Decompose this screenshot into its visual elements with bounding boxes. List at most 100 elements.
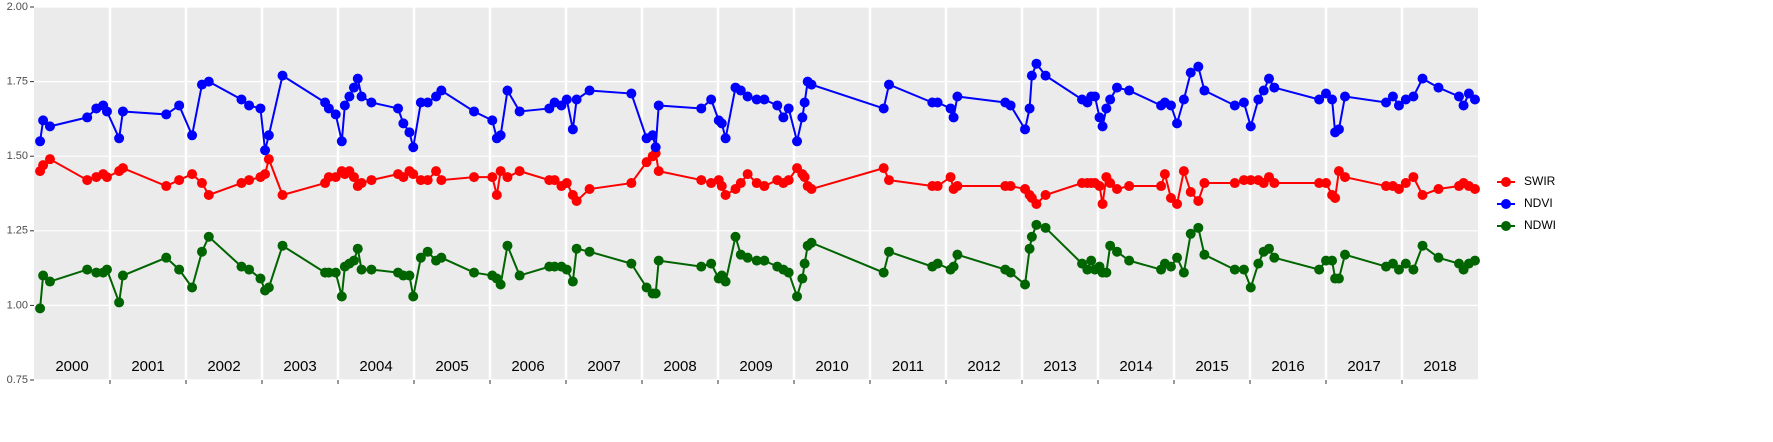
point (348, 172, 359, 183)
point (244, 100, 255, 111)
point (759, 181, 770, 192)
point (571, 195, 582, 206)
point (1417, 240, 1428, 251)
point (82, 264, 93, 275)
point (884, 79, 894, 90)
legend-label: NDVI (1524, 196, 1553, 210)
point (799, 172, 810, 183)
y-tick-label: 1.00 (7, 299, 28, 311)
point (38, 115, 49, 126)
point (1269, 178, 1280, 189)
point (196, 178, 207, 189)
point (1024, 243, 1035, 254)
point (952, 249, 963, 260)
point (491, 189, 502, 200)
point (408, 142, 419, 153)
point (806, 79, 817, 90)
year-label: 2009 (739, 358, 772, 375)
point (356, 264, 367, 275)
point (1199, 178, 1210, 189)
point (408, 291, 419, 302)
point (469, 106, 480, 117)
year-label: 2000 (55, 358, 88, 375)
point (792, 291, 803, 302)
y-tick-label: 1.25 (7, 225, 28, 237)
point (1005, 181, 1016, 192)
point (1253, 94, 1264, 105)
point (1469, 184, 1480, 195)
point (1185, 67, 1196, 78)
point (263, 130, 274, 141)
point (706, 94, 717, 105)
point (469, 172, 480, 183)
point (742, 169, 753, 180)
point (1387, 91, 1398, 102)
y-tick-label: 1.50 (7, 150, 28, 162)
point (1330, 192, 1341, 203)
point (626, 178, 637, 189)
point (514, 106, 525, 117)
point (720, 189, 731, 200)
point (735, 178, 746, 189)
point (236, 94, 247, 105)
point (187, 282, 198, 293)
point (1433, 82, 1444, 93)
y-tick-label: 2.00 (7, 1, 28, 13)
point (1199, 85, 1210, 96)
point (1031, 198, 1042, 209)
point (260, 145, 271, 156)
point (1031, 58, 1042, 69)
point (696, 103, 707, 114)
point (1124, 181, 1135, 192)
point (742, 252, 753, 263)
point (323, 103, 334, 114)
point (735, 85, 746, 96)
point (1040, 70, 1051, 81)
point (44, 154, 55, 165)
point (35, 136, 46, 147)
point (759, 94, 770, 105)
point (1105, 240, 1116, 251)
point (1020, 124, 1031, 135)
point (1112, 246, 1122, 257)
point (806, 237, 817, 248)
point (1393, 100, 1404, 111)
point (561, 94, 572, 105)
point (436, 85, 447, 96)
point (44, 276, 55, 287)
point (203, 189, 214, 200)
point (330, 267, 341, 278)
point (1408, 91, 1419, 102)
point (174, 264, 185, 275)
point (584, 184, 595, 195)
point (1400, 258, 1411, 269)
point (792, 136, 803, 147)
point (495, 279, 506, 290)
point (1245, 121, 1256, 132)
point (1094, 112, 1105, 123)
point (495, 130, 506, 141)
point (878, 163, 889, 174)
y-tick-label: 1.75 (7, 76, 28, 88)
point (422, 175, 433, 186)
point (1400, 94, 1411, 105)
point (323, 267, 334, 278)
point (436, 252, 447, 263)
point (1005, 267, 1016, 278)
legend-label: NDWI (1524, 218, 1556, 232)
point (1101, 267, 1112, 278)
point (1156, 181, 1167, 192)
point (696, 175, 707, 186)
point (1314, 264, 1325, 275)
point (1229, 178, 1240, 189)
point (487, 115, 498, 126)
point (1327, 94, 1338, 105)
point (952, 181, 963, 192)
point (1031, 219, 1042, 230)
point (187, 169, 198, 180)
point (884, 246, 894, 257)
point (1469, 255, 1480, 266)
point (1269, 82, 1280, 93)
point (366, 97, 377, 108)
